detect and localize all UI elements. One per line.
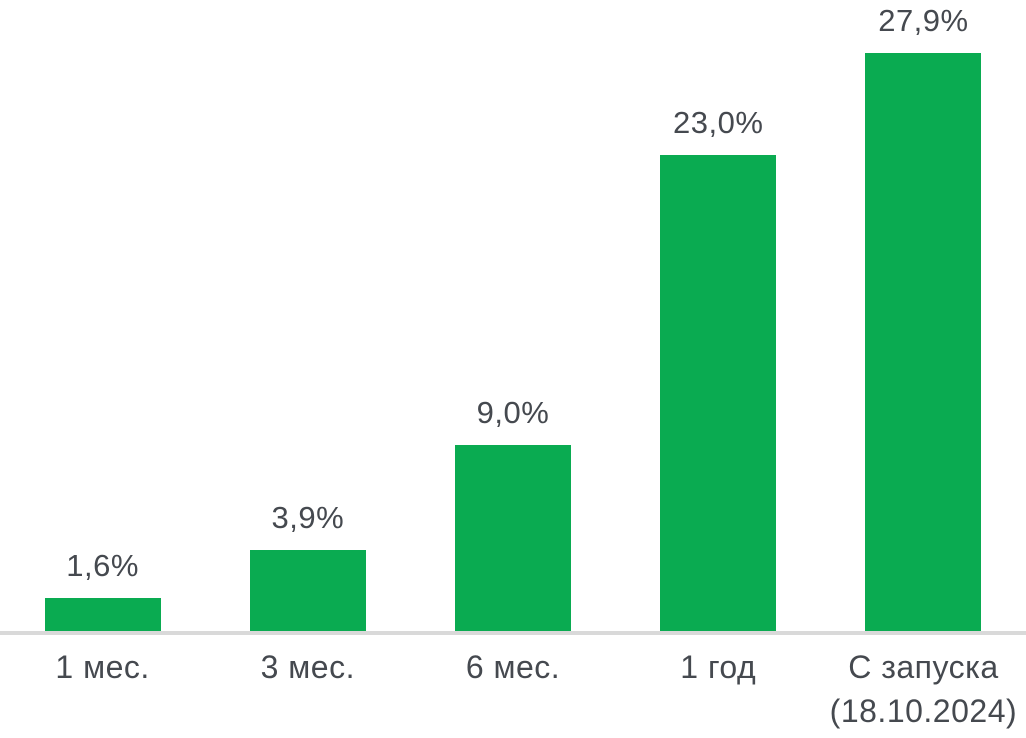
category-label: 1 год — [680, 649, 757, 685]
bar — [455, 445, 571, 631]
chart-column: 3,9% — [205, 0, 410, 631]
chart-column: 9,0% — [410, 0, 615, 631]
plot-area: 1,6% 3,9% 9,0% 23,0% 27,9% — [0, 0, 1026, 631]
bar — [249, 550, 366, 631]
bar — [44, 598, 161, 631]
chart-column: 27,9% — [821, 0, 1026, 631]
chart-column: 1,6% — [0, 0, 205, 631]
value-label: 23,0% — [673, 105, 764, 140]
category-label: 3 мес. — [260, 649, 355, 685]
x-axis-line — [0, 631, 1026, 635]
bar — [865, 53, 982, 631]
chart-column: 23,0% — [616, 0, 821, 631]
value-label: 9,0% — [476, 395, 550, 430]
category-label: 6 мес. — [465, 649, 561, 685]
bar — [660, 155, 777, 631]
value-label: 1,6% — [66, 548, 139, 583]
category-label: 1 мес. — [55, 649, 150, 685]
x-axis-labels: 1 мес. 3 мес. 6 мес. 1 год С запуска (18.10.… — [0, 635, 1026, 733]
category-label: С запуска (18.10.2024) — [829, 649, 1018, 729]
value-label: 3,9% — [271, 500, 345, 535]
value-label: 27,9% — [878, 3, 969, 38]
